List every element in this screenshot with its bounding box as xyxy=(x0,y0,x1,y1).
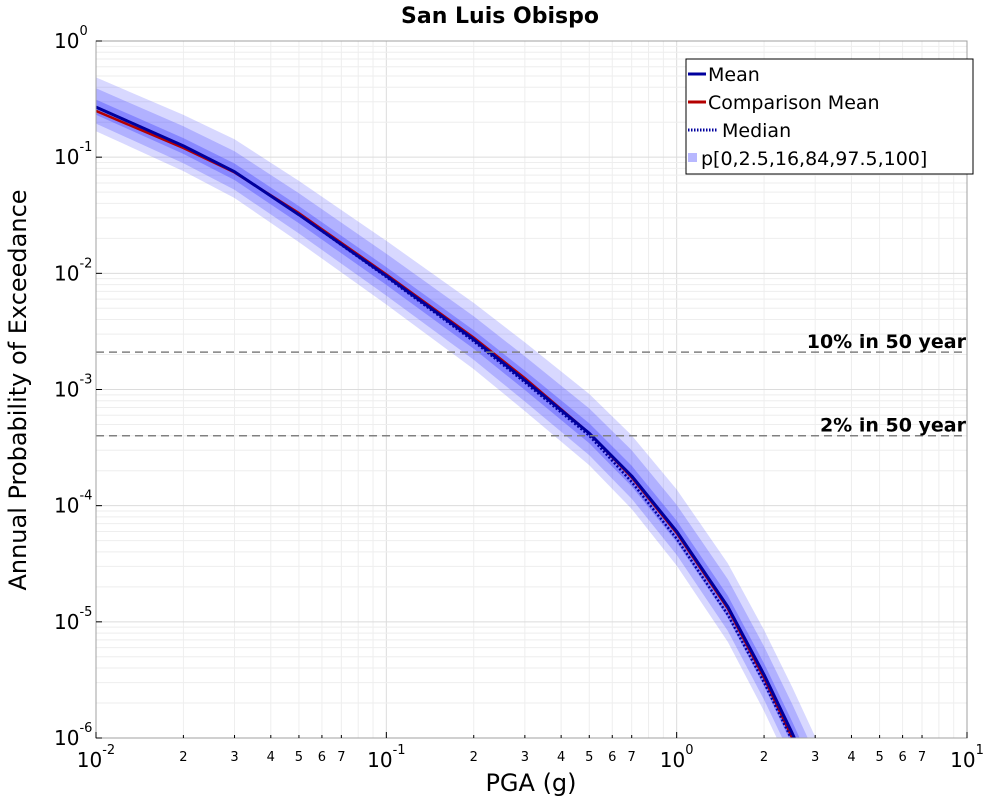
legend-label-comparison-mean: Comparison Mean xyxy=(708,92,880,114)
x-minor-tick-label: 4 xyxy=(557,750,565,765)
y-tick-label: 10-2 xyxy=(54,256,92,285)
x-minor-tick-label: 7 xyxy=(337,750,345,765)
percentile-band-2.5-97.5 xyxy=(96,88,808,738)
x-minor-tick-label: 7 xyxy=(628,750,636,765)
x-tick-label: 10-2 xyxy=(77,743,115,772)
x-minor-tick-label: 2 xyxy=(470,750,478,765)
x-axis-label: PGA (g) xyxy=(485,769,576,797)
x-tick-label: 100 xyxy=(660,743,694,772)
y-tick-label: 10-4 xyxy=(54,489,92,518)
x-minor-tick-label: 7 xyxy=(918,750,926,765)
x-minor-tick-label: 5 xyxy=(875,750,883,765)
x-minor-tick-label: 5 xyxy=(295,750,303,765)
y-tick-label: 10-1 xyxy=(54,140,92,169)
y-tick-label: 100 xyxy=(54,24,88,53)
legend-frame xyxy=(685,58,974,175)
reference-label-1: 10% in 50 year xyxy=(807,331,967,353)
legend-label-mean: Mean xyxy=(708,64,760,86)
x-minor-tick-label: 2 xyxy=(760,750,768,765)
x-minor-tick-label: 5 xyxy=(585,750,593,765)
y-axis-label: Annual Probability of Exceedance xyxy=(4,189,32,590)
reference-lines: 10% in 50 year 2% in 50 year xyxy=(96,331,967,437)
chart-title: San Luis Obispo xyxy=(401,4,599,29)
x-minor-tick-label: 4 xyxy=(847,750,855,765)
y-tick-label: 10-3 xyxy=(54,373,92,402)
x-minor-tick-label: 6 xyxy=(898,750,906,765)
x-minor-tick-label: 4 xyxy=(267,750,275,765)
x-tick-label: 101 xyxy=(950,743,984,772)
legend-label-median: Median xyxy=(722,120,791,142)
legend-label-percentiles: p[0,2.5,16,84,97.5,100] xyxy=(701,148,927,170)
series-line-median xyxy=(96,105,793,738)
x-minor-tick-label: 3 xyxy=(230,750,238,765)
legend: Mean Comparison Mean Median p[0,2.5,16,8… xyxy=(685,58,974,175)
percentile-bands xyxy=(96,77,816,738)
y-axis-ticks: 100 10-1 10-2 10-3 10-4 10-5 10-6 xyxy=(54,24,102,750)
x-minor-tick-label: 2 xyxy=(179,750,187,765)
y-tick-label: 10-6 xyxy=(54,721,92,750)
grid xyxy=(96,41,967,738)
legend-swatch-percentiles xyxy=(688,153,697,162)
x-tick-label: 10-1 xyxy=(367,743,405,772)
percentile-band-0-100 xyxy=(96,77,816,738)
reference-label-2: 2% in 50 year xyxy=(820,415,967,437)
y-tick-label: 10-5 xyxy=(54,605,92,634)
x-minor-tick-label: 3 xyxy=(521,750,529,765)
x-minor-tick-label: 3 xyxy=(811,750,819,765)
x-minor-tick-label: 6 xyxy=(318,750,326,765)
series-lines xyxy=(96,105,797,738)
x-minor-tick-label: 6 xyxy=(608,750,616,765)
